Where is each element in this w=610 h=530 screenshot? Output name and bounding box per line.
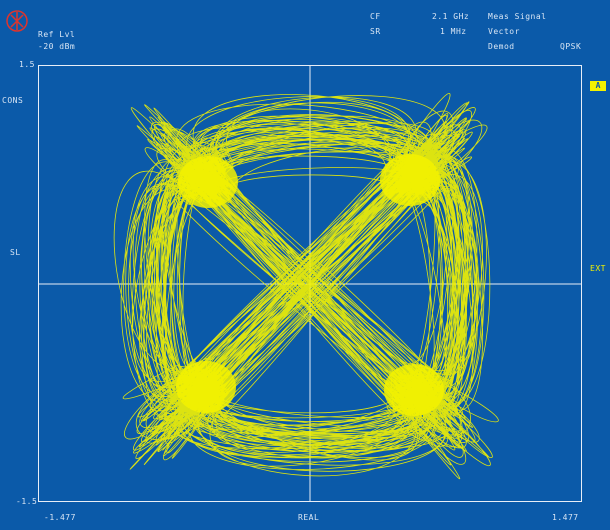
y-axis-max-label: 1.5 (19, 60, 35, 69)
y-axis-unit-label: CONS (2, 96, 24, 105)
ref-level-label: Ref Lvl (38, 30, 76, 39)
symbol-cluster-4 (384, 364, 444, 416)
constellation-plot (38, 65, 582, 502)
center-frequency-label: CF (370, 12, 381, 21)
trace-marker-badge: A (590, 81, 606, 91)
demodulation-label: Demod (488, 42, 515, 51)
ref-level-value: -20 dBm (38, 42, 76, 51)
measurement-signal-label: Meas Signal (488, 12, 547, 21)
external-label: EXT (590, 264, 606, 273)
symbol-cluster-1 (178, 156, 238, 208)
logo-icon (6, 10, 28, 32)
x-axis-max-label: 1.477 (552, 513, 579, 522)
x-axis-min-label: -1.477 (44, 513, 76, 522)
constellation-trace (113, 93, 499, 480)
symbol-rate-label: SR (370, 27, 381, 36)
x-axis-title: REAL (298, 513, 320, 522)
center-frequency-value: 2.1 GHz (432, 12, 470, 21)
symbol-rate-value: 1 MHz (440, 27, 467, 36)
y-axis-scale-label: SL (10, 248, 21, 257)
symbol-cluster-2 (380, 154, 440, 206)
modulation-mode: QPSK (560, 42, 582, 51)
y-axis-min-label: -1.5 (16, 497, 38, 506)
symbol-cluster-3 (176, 361, 236, 413)
trace-path (113, 93, 499, 480)
measurement-type-label: Vector (488, 27, 520, 36)
